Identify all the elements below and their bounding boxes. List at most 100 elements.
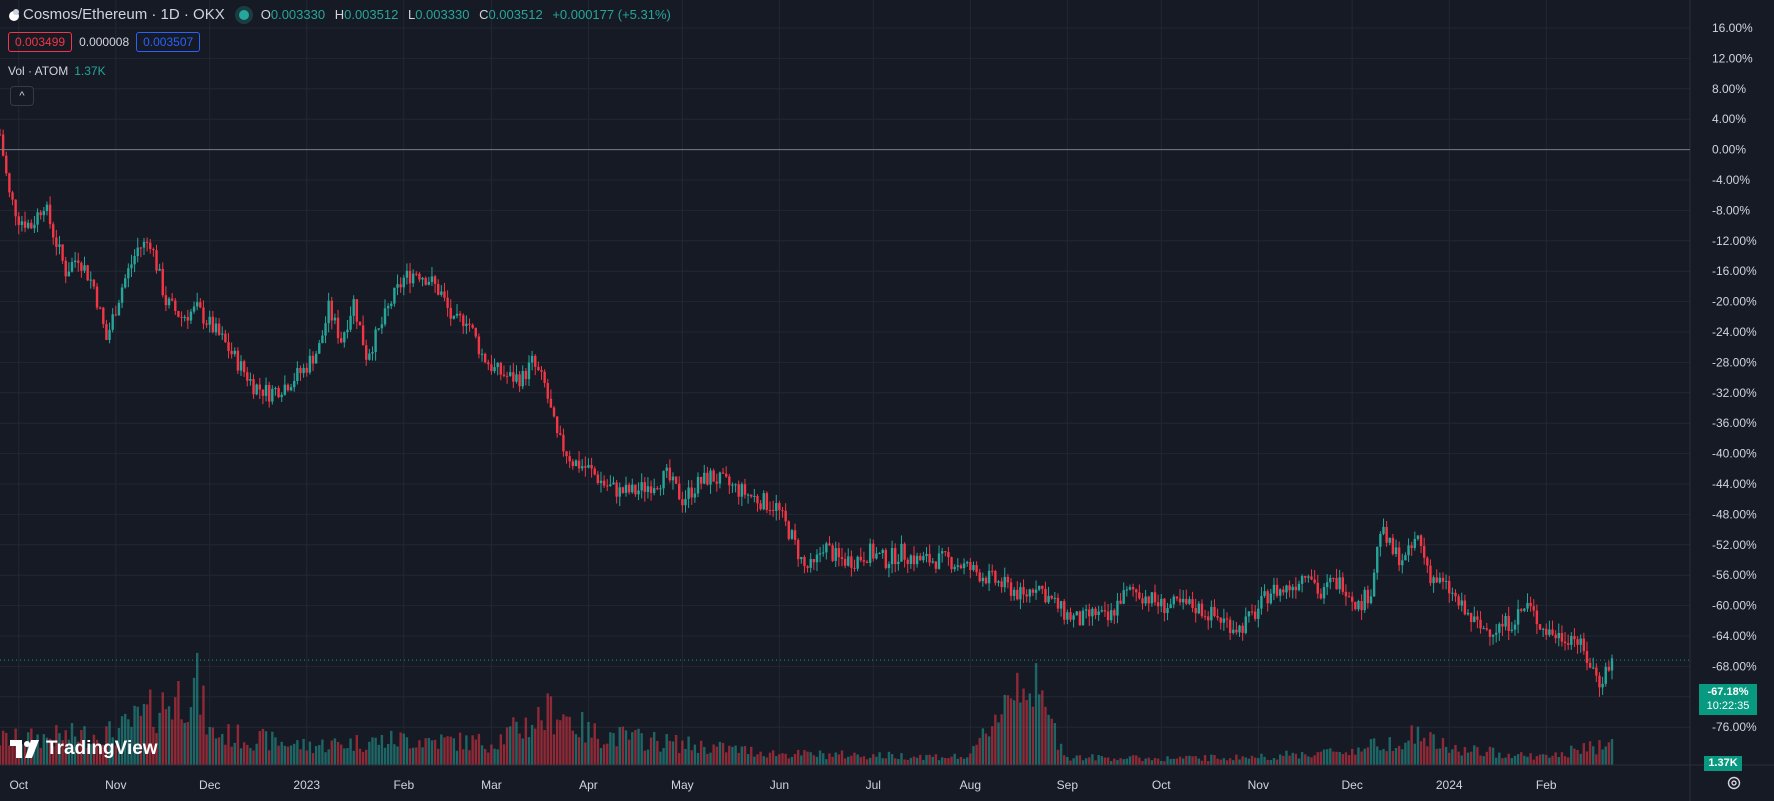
candle-body bbox=[1322, 587, 1326, 599]
volume-bar bbox=[1225, 760, 1229, 765]
candle-body bbox=[1407, 545, 1410, 556]
candle-body bbox=[189, 311, 193, 321]
volume-bar bbox=[1275, 759, 1279, 765]
candle-body bbox=[674, 476, 678, 484]
volume-bar bbox=[997, 722, 1000, 765]
candle-body bbox=[314, 353, 318, 364]
candle-body bbox=[875, 553, 878, 559]
volume-bar bbox=[192, 677, 196, 765]
collapse-legend-button[interactable]: ^ bbox=[10, 86, 34, 106]
candle-body bbox=[199, 302, 202, 308]
open-value: 0.003330 bbox=[270, 7, 326, 22]
volume-bar bbox=[878, 752, 881, 765]
candle-body bbox=[427, 281, 431, 285]
candle-body bbox=[1241, 625, 1244, 633]
candle-body bbox=[26, 222, 30, 228]
volume-bar bbox=[875, 756, 878, 765]
candle-body bbox=[1397, 547, 1401, 566]
x-tick-label: Aug bbox=[960, 778, 981, 792]
candle-body bbox=[919, 555, 922, 561]
symbol-title[interactable]: Cosmos/Ethereum · 1D · OKX bbox=[23, 6, 225, 23]
volume-bar bbox=[1053, 723, 1057, 765]
candle-body bbox=[1501, 623, 1504, 627]
candle-body bbox=[587, 464, 590, 468]
volume-bar bbox=[452, 738, 456, 765]
volume-bar bbox=[843, 758, 847, 765]
volume-bar bbox=[145, 704, 149, 765]
volume-bar bbox=[1069, 760, 1072, 765]
volume-bar bbox=[900, 753, 903, 765]
volume-bar bbox=[1125, 758, 1129, 765]
candle-body bbox=[1448, 580, 1451, 594]
volume-bar bbox=[612, 733, 615, 765]
volume-bar bbox=[1501, 758, 1504, 765]
candle-body bbox=[1363, 589, 1366, 611]
price-axis[interactable]: 16.00% 12.00% 8.00% 4.00% 0.00% -4.00% -8.00% -… bbox=[1712, 21, 1757, 734]
buy-price-button[interactable]: 0.003507 bbox=[136, 32, 201, 52]
volume-bar bbox=[950, 756, 953, 765]
candle-body bbox=[430, 276, 434, 282]
volume-bar bbox=[897, 759, 900, 765]
candle-body bbox=[847, 556, 850, 566]
x-tick-label: Oct bbox=[9, 778, 28, 792]
candle-body bbox=[584, 466, 587, 468]
candle-body bbox=[1147, 596, 1150, 604]
volume-bar bbox=[1451, 749, 1454, 765]
candle-body bbox=[1451, 592, 1454, 594]
candle-body bbox=[690, 487, 693, 498]
candle-body bbox=[1576, 639, 1579, 645]
volume-bar bbox=[709, 752, 712, 765]
volume-bar bbox=[311, 753, 315, 765]
volume-bar bbox=[1576, 750, 1579, 765]
volume-bar bbox=[1097, 755, 1100, 765]
volume-bar bbox=[718, 741, 722, 765]
candle-body bbox=[687, 487, 690, 499]
candle-body bbox=[784, 510, 787, 522]
candle-body bbox=[640, 482, 643, 491]
candle-body bbox=[606, 485, 609, 487]
x-tick-label: 2024 bbox=[1436, 778, 1463, 792]
volume-bar bbox=[1372, 738, 1376, 765]
tradingview-logo[interactable]: TradingView bbox=[10, 738, 158, 760]
candle-body bbox=[1488, 629, 1492, 637]
candle-body bbox=[1166, 608, 1169, 614]
candle-body bbox=[1444, 580, 1448, 582]
candle-body bbox=[277, 388, 280, 398]
volume-bar bbox=[1432, 734, 1435, 765]
volume-bar bbox=[1498, 752, 1501, 765]
volume-bar bbox=[499, 734, 503, 765]
volume-bar bbox=[1250, 755, 1254, 765]
volume-bar bbox=[1141, 761, 1144, 765]
candle-body bbox=[1, 134, 5, 156]
volume-bar bbox=[421, 747, 424, 765]
volume-bar bbox=[1382, 748, 1385, 765]
candle-body bbox=[14, 199, 17, 217]
candle-body bbox=[227, 342, 230, 351]
candle-body bbox=[703, 472, 706, 484]
candle-body bbox=[781, 510, 784, 512]
volume-bar bbox=[784, 753, 787, 765]
candle-body bbox=[1520, 609, 1523, 611]
volume-bar bbox=[750, 746, 753, 765]
candle-body bbox=[424, 277, 427, 285]
candle-body bbox=[599, 480, 603, 483]
volume-bar bbox=[127, 719, 130, 765]
candle-body bbox=[950, 557, 953, 570]
gear-icon[interactable] bbox=[1726, 775, 1742, 791]
low-key: L bbox=[407, 7, 416, 22]
volume-bar bbox=[446, 736, 449, 765]
time-axis[interactable]: Oct Nov Dec 2023 Feb Mar Apr May Jun Jul Aug Sep Oct… bbox=[9, 778, 1556, 792]
volume-bar bbox=[217, 737, 221, 765]
volume-bar bbox=[1557, 757, 1560, 765]
volume-bar bbox=[775, 756, 778, 765]
candle-body bbox=[70, 262, 74, 272]
sell-price-button[interactable]: 0.003499 bbox=[8, 32, 73, 52]
candle-body bbox=[95, 286, 99, 308]
volume-bar bbox=[1541, 754, 1545, 765]
market-status-icon[interactable] bbox=[238, 9, 249, 20]
volume-bar bbox=[991, 726, 994, 765]
volume-bar bbox=[721, 742, 725, 765]
candle-body bbox=[1532, 606, 1535, 611]
volume-bar bbox=[1153, 757, 1157, 765]
